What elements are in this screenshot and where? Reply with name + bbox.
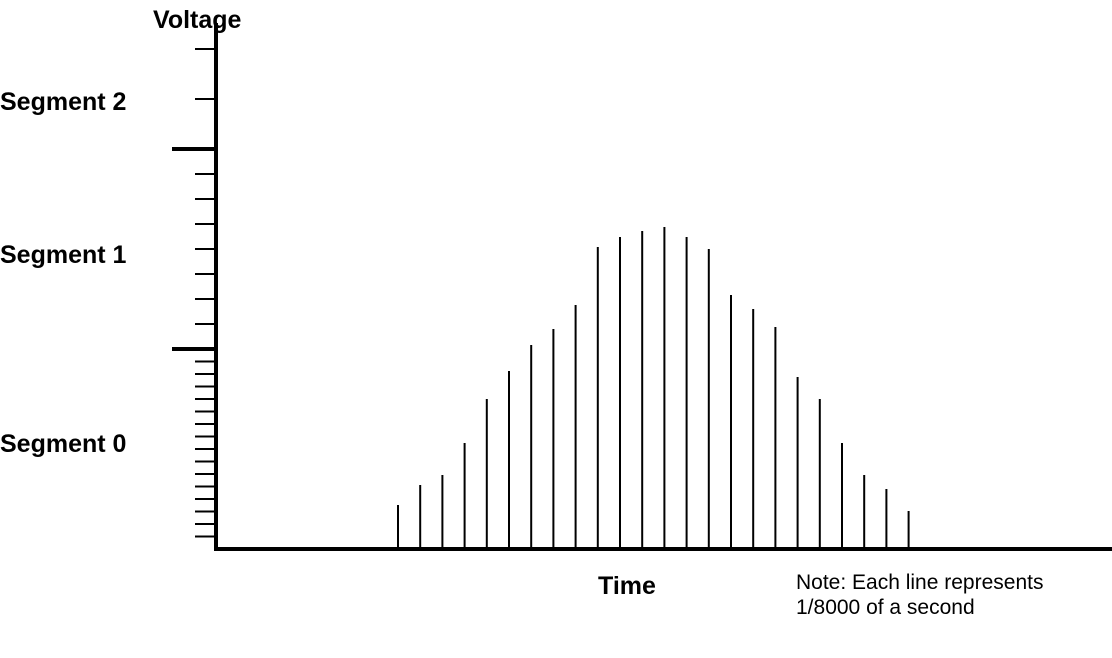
segment-2-label: Segment 2 xyxy=(0,88,127,116)
axes xyxy=(214,23,1112,551)
note-text: Note: Each line represents 1/8000 of a s… xyxy=(796,571,1044,619)
segment-1-label: Segment 1 xyxy=(0,241,127,269)
x-axis-label: Time xyxy=(598,572,656,600)
sample-lines xyxy=(397,227,910,549)
segment-0-label: Segment 0 xyxy=(0,430,127,458)
y-axis-label: Voltage xyxy=(153,6,242,34)
y-axis-ticks xyxy=(172,48,216,538)
